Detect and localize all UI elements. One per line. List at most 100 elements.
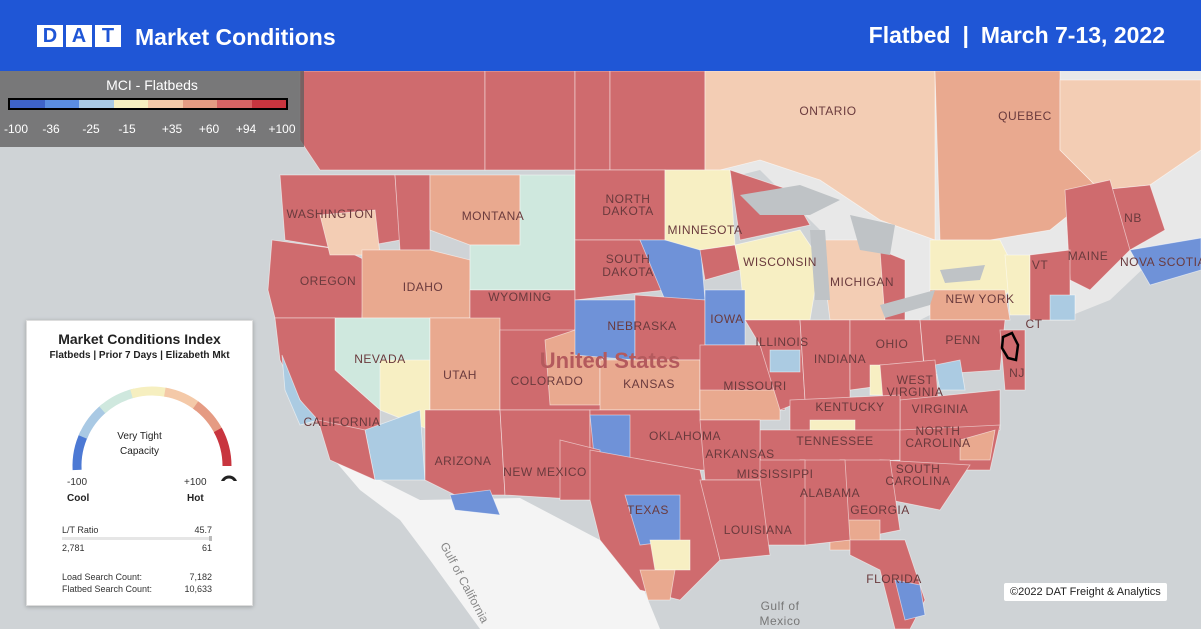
- region-n-idaho[interactable]: [394, 174, 431, 251]
- mexico-land: [330, 455, 660, 629]
- map-label-ontario: ONTARIO: [799, 104, 856, 118]
- region-bc[interactable]: [299, 71, 486, 171]
- region-s-arizona[interactable]: [449, 489, 501, 516]
- region-texas-houston[interactable]: [649, 539, 691, 571]
- map-label-maine: MAINE: [1068, 249, 1109, 263]
- map-label-wyoming: WYOMING: [488, 290, 552, 304]
- map-label-nj: NJ: [1009, 366, 1025, 380]
- logo-letter: A: [66, 25, 92, 47]
- legend-swatch: [44, 100, 79, 108]
- region-penn-pocket[interactable]: [934, 359, 966, 391]
- map-label-kansas: KANSAS: [623, 377, 675, 391]
- flatbed-search-value: 10,633: [184, 584, 212, 594]
- region-illinois-pocket[interactable]: [769, 349, 801, 373]
- lt-ratio-value: 45.7: [194, 525, 212, 535]
- map-label-washington: WASHINGTON: [286, 207, 373, 221]
- legend-tick-label: -15: [118, 122, 136, 136]
- map-label-west-virginia-1: WEST: [897, 373, 934, 387]
- map-label-iowa: IOWA: [710, 312, 744, 326]
- load-search-label: Load Search Count:: [62, 572, 143, 582]
- map-label-idaho: IDAHO: [403, 280, 444, 294]
- map-label-utah: UTAH: [443, 368, 477, 382]
- map-label-south-carolina-2: CAROLINA: [885, 474, 950, 488]
- region-missouri-south[interactable]: [699, 389, 781, 421]
- gauge-min-label: Cool: [67, 493, 90, 504]
- legend-color-bar: [8, 98, 288, 110]
- region-nc-coast[interactable]: [959, 429, 996, 461]
- map-label-new-mexico: NEW MEXICO: [503, 465, 587, 479]
- region-new-york[interactable]: [929, 289, 1011, 321]
- lt-ratio-label: L/T Ratio: [62, 525, 99, 535]
- map-label-oklahoma: OKLAHOMA: [649, 429, 721, 443]
- header-meta: Flatbed | March 7-13, 2022: [869, 22, 1165, 49]
- gauge-needle-dot: [221, 475, 237, 481]
- legend-swatch: [217, 100, 252, 108]
- map-label-montana: MONTANA: [462, 209, 525, 223]
- map-label-colorado: COLORADO: [511, 374, 584, 388]
- region-california[interactable]: [317, 419, 376, 481]
- region-alberta[interactable]: [484, 71, 576, 171]
- choropleth-map[interactable]: ONTARIO QUEBEC WASHINGTON OREGON IDAHO MONTAN…: [0, 71, 1201, 629]
- region-minnesota[interactable]: [664, 169, 736, 251]
- dat-logo: D A T: [37, 25, 121, 47]
- lt-ratio-row: L/T Ratio 45.7: [62, 525, 212, 535]
- map-label-south-dakota-2: DAKOTA: [602, 265, 653, 279]
- gauge-status-text: Very Tight Capacity: [117, 431, 162, 457]
- region-california-coast[interactable]: [281, 354, 319, 426]
- region-wisconsin[interactable]: [734, 229, 821, 321]
- region-manitoba[interactable]: [609, 71, 706, 171]
- map-labels: ONTARIO QUEBEC WASHINGTON OREGON IDAHO MONTAN…: [286, 104, 1201, 628]
- map-label-indiana: INDIANA: [814, 352, 866, 366]
- gauge-max-label: Hot: [187, 493, 204, 504]
- map-label-north-dakota-2: DAKOTA: [602, 204, 653, 218]
- region-arizona[interactable]: [424, 409, 506, 496]
- legend-swatch: [113, 100, 148, 108]
- map-label-quebec: QUEBEC: [998, 109, 1052, 123]
- map-label-florida: FLORIDA: [866, 572, 922, 586]
- map-label-illinois: ILLINOIS: [755, 335, 808, 349]
- card-title: Market Conditions Index: [58, 331, 221, 347]
- region-penn[interactable]: [919, 319, 1006, 376]
- legend-swatch: [182, 100, 217, 108]
- map-label-virginia: VIRGINIA: [912, 402, 969, 416]
- region-utah[interactable]: [429, 317, 501, 411]
- map-label-texas: TEXAS: [627, 503, 669, 517]
- legend-swatch: [79, 100, 114, 108]
- region-texas-south[interactable]: [639, 569, 676, 601]
- map-label-united-states: United States: [540, 348, 681, 373]
- map-label-gulf-of-mexico-1: Gulf of: [761, 599, 800, 613]
- date-range: March 7-13, 2022: [980, 22, 1165, 48]
- legend-ticks: -100 -36 -25 -15 +35 +60 +94 +100: [0, 122, 304, 142]
- map-label-gulf-of-mexico-2: Mexico: [759, 614, 800, 628]
- lake-erie: [880, 290, 935, 318]
- region-sask[interactable]: [574, 71, 611, 171]
- flatbed-search-label: Flatbed Search Count:: [62, 584, 153, 594]
- lake-superior: [740, 185, 840, 215]
- lt-ratio-bar: [62, 536, 212, 541]
- map-label-kentucky: KENTUCKY: [815, 400, 884, 414]
- map-label-wisconsin: WISCONSIN: [743, 255, 817, 269]
- card-subtitle: Flatbeds | Prior 7 Days | Elizabeth Mkt: [49, 350, 230, 361]
- map-label-mississippi: MISSISSIPPI: [737, 467, 814, 481]
- legend-tick-label: +35: [161, 122, 183, 136]
- legend-swatch: [148, 100, 183, 108]
- legend-tick-label: -25: [82, 122, 100, 136]
- load-search-row: Load Search Count: 7,182: [62, 572, 212, 582]
- legend-tick-label: +60: [198, 122, 220, 136]
- map-label-alabama: ALABAMA: [800, 486, 860, 500]
- map-label-south-carolina-1: SOUTH: [896, 462, 941, 476]
- region-louisiana[interactable]: [699, 479, 771, 561]
- elizabeth-market-outline[interactable]: [1000, 331, 1020, 362]
- region-south-florida[interactable]: [894, 579, 926, 621]
- map-label-vt: VT: [1032, 258, 1049, 272]
- map-svg[interactable]: ONTARIO QUEBEC WASHINGTON OREGON IDAHO MONTAN…: [0, 71, 1201, 629]
- equipment-type: Flatbed: [868, 22, 951, 48]
- mci-gauge: [72, 386, 237, 481]
- copyright-notice: ©2022 DAT Freight & Analytics: [1004, 583, 1167, 601]
- map-label-ohio: OHIO: [876, 337, 909, 351]
- lake-huron: [850, 215, 895, 255]
- region-nova-scotia[interactable]: [1129, 237, 1201, 286]
- region-mass-coast[interactable]: [1049, 294, 1076, 321]
- gauge-segment: [163, 387, 202, 411]
- map-label-west-virginia-2: VIRGINIA: [887, 385, 944, 399]
